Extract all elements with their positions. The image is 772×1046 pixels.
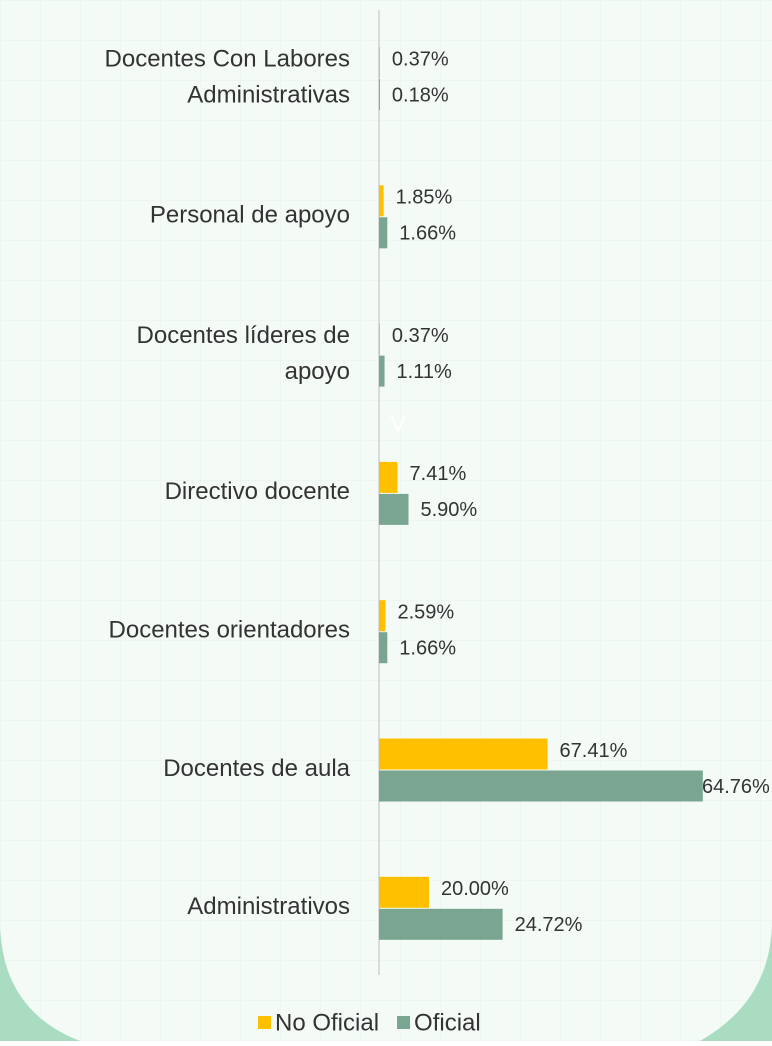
bar <box>379 632 388 664</box>
value-label: 24.72% <box>515 914 583 936</box>
bar <box>379 876 429 908</box>
value-label: 67.41% <box>560 740 628 762</box>
value-label: 20.00% <box>441 878 509 900</box>
value-label: 0.18% <box>392 84 449 106</box>
category-label: Docentes líderes de <box>137 322 350 349</box>
legend-label: No Oficial <box>275 1009 379 1036</box>
bar <box>379 323 380 355</box>
category-label: Administrativas <box>187 81 350 108</box>
value-label: 1.11% <box>397 361 452 383</box>
category-label: Docentes Con Labores <box>105 45 350 72</box>
value-label: 5.90% <box>421 499 478 521</box>
value-label: 0.37% <box>392 48 449 70</box>
category-label: Directivo docente <box>165 478 350 505</box>
bar <box>379 355 385 387</box>
category-label: Docentes orientadores <box>109 617 350 644</box>
value-label: 1.66% <box>399 223 456 245</box>
category-label: Docentes de aula <box>163 755 350 782</box>
category-label: apoyo <box>285 358 350 385</box>
legend-label: Oficial <box>414 1009 481 1036</box>
bar <box>379 47 380 78</box>
bar <box>379 79 380 110</box>
value-label: 7.41% <box>410 463 467 485</box>
bar <box>379 461 398 493</box>
category-label: Personal de apoyo <box>150 202 350 229</box>
bar <box>379 908 503 940</box>
value-label: 0.37% <box>392 325 449 347</box>
bar <box>379 185 384 217</box>
bar <box>379 738 548 770</box>
value-label: 2.59% <box>397 601 454 623</box>
bar <box>379 770 703 802</box>
bar <box>379 600 386 632</box>
legend-swatch <box>397 1016 411 1029</box>
value-label: 64.76% <box>702 776 770 798</box>
bar <box>379 217 388 249</box>
value-label: 1.85% <box>396 187 453 209</box>
annotation: V <box>390 410 406 437</box>
legend-swatch <box>258 1016 271 1029</box>
value-label: 1.66% <box>399 637 456 659</box>
category-label: Administrativos <box>187 893 350 920</box>
bar <box>379 493 409 525</box>
